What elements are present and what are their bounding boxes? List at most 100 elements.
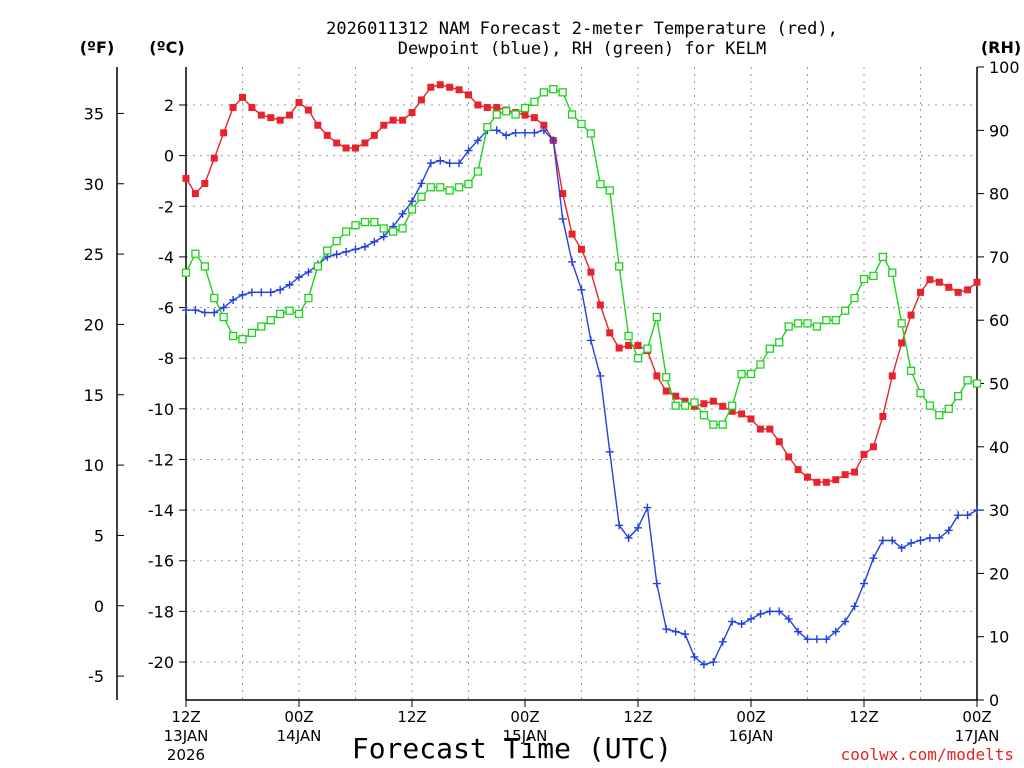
dewpoint-point — [841, 617, 850, 626]
rh-point — [859, 274, 869, 284]
dewpoint-point — [502, 131, 511, 140]
celsius-tick-label: -20 — [148, 653, 174, 672]
rh-point — [257, 322, 266, 331]
rh-point — [803, 319, 812, 328]
temperature-point — [860, 450, 868, 458]
dewpoint-point — [944, 526, 953, 535]
temperature-point — [427, 83, 435, 91]
rh-tick-label: 0 — [989, 691, 999, 710]
rh-point — [624, 331, 633, 341]
temperature-point — [314, 121, 322, 129]
series-rh — [181, 85, 982, 429]
dewpoint-point — [332, 250, 341, 259]
chart-title-line-2: Dewpoint (blue), RH (green) for KELM — [398, 39, 766, 59]
temperature-point — [446, 83, 454, 91]
dewpoint-point — [756, 609, 765, 618]
rh-point — [398, 224, 407, 233]
temperature-point — [333, 139, 341, 147]
rh-point — [652, 312, 661, 322]
rh-point — [822, 316, 831, 325]
temperature-point — [606, 329, 614, 337]
temperature-point — [804, 473, 811, 481]
rh-axis-label: (RH) — [981, 38, 1021, 57]
dewpoint-point — [351, 245, 360, 254]
dewpoint-point — [360, 242, 369, 251]
rh-point — [247, 328, 257, 338]
temperature-point — [286, 111, 294, 119]
temperature-point — [822, 478, 830, 486]
temperature-point — [191, 190, 199, 198]
temperature-point — [775, 438, 783, 446]
rh-point — [615, 262, 624, 271]
temperature-point — [841, 471, 849, 479]
temperature-point — [540, 121, 548, 129]
dewpoint-point — [935, 533, 944, 542]
rh-point — [558, 88, 567, 97]
dewpoint-point — [690, 652, 699, 661]
rh-point — [511, 110, 520, 119]
temperature-point — [869, 443, 877, 451]
dewpoint-point — [511, 128, 520, 137]
x-tick-date: 14JAN — [277, 727, 322, 745]
rh-point — [492, 110, 501, 119]
dewpoint-point — [182, 306, 190, 315]
temperature-point — [709, 397, 717, 405]
temperature-point — [879, 412, 887, 420]
rh-tick-label: 50 — [989, 375, 1009, 394]
credit-text: coolwx.com/modelts — [841, 745, 1014, 764]
fahrenheit-tick-label: 20 — [84, 315, 104, 334]
dewpoint-point — [652, 579, 661, 588]
rh-tick-label: 60 — [989, 311, 1009, 330]
rh-point — [454, 183, 464, 192]
dewpoint-point — [671, 627, 680, 636]
rh-tick-label: 100 — [989, 58, 1020, 77]
tick-labels: 35302520151050-520-2-4-6-8-10-12-14-16-1… — [84, 58, 1020, 764]
dewpoint-point — [728, 617, 737, 626]
temperature-point — [201, 179, 209, 187]
dewpoint-point — [266, 288, 275, 297]
temperature-point — [361, 139, 369, 147]
rh-point — [238, 335, 247, 344]
rh-point — [228, 331, 238, 341]
dewpoint-point — [455, 159, 464, 168]
dewpoint-point — [615, 521, 624, 530]
dewpoint-point — [916, 536, 925, 545]
dewpoint-point — [379, 232, 388, 241]
rh-tick-label: 20 — [989, 564, 1009, 583]
rh-point — [473, 167, 483, 176]
temperature-point — [342, 144, 350, 152]
rh-point — [436, 183, 445, 192]
rh-point — [935, 410, 944, 420]
rh-tick-label: 70 — [989, 248, 1009, 267]
rh-point — [276, 309, 285, 319]
dewpoint-point — [342, 247, 351, 256]
celsius-tick-label: -4 — [158, 248, 174, 267]
dewpoint-point — [464, 146, 473, 155]
dewpoint-point — [539, 126, 548, 135]
dewpoint-point — [784, 614, 793, 623]
dewpoint-point — [229, 295, 238, 304]
temperature-point — [945, 283, 953, 291]
dewpoint-point — [426, 159, 435, 168]
dewpoint-point — [888, 536, 897, 545]
dewpoint-point — [295, 273, 303, 282]
temperature-point — [634, 342, 642, 350]
rh-point — [699, 410, 709, 420]
rh-point — [379, 224, 388, 233]
dewpoint-point — [276, 285, 285, 294]
dewpoint-point — [812, 635, 821, 644]
rh-point — [756, 360, 765, 369]
rh-point — [841, 306, 850, 315]
rh-point — [210, 293, 219, 303]
temperature-point — [747, 415, 755, 423]
fahrenheit-tick-label: 0 — [94, 597, 104, 616]
rh-point — [737, 369, 746, 379]
dewpoint-point — [925, 533, 934, 542]
temperature-point — [578, 245, 585, 253]
x-tick-label: 00Z — [284, 708, 313, 726]
rh-point — [812, 322, 822, 331]
dewpoint-point — [257, 288, 266, 297]
temperature-point — [851, 468, 859, 476]
rh-point — [925, 401, 935, 410]
